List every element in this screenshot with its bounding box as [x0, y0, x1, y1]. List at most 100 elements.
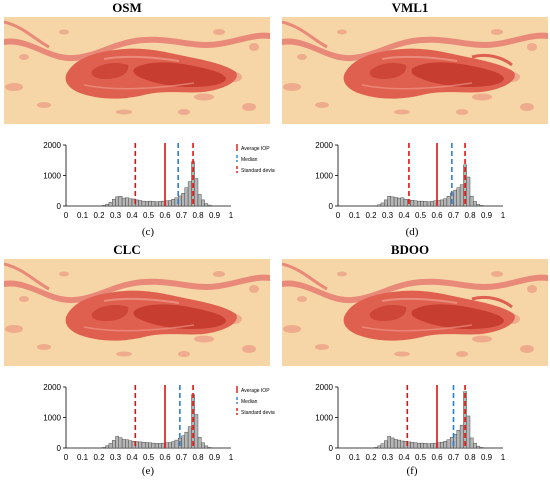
histogram-bar — [403, 199, 408, 207]
histogram-bar — [201, 442, 205, 449]
y-tick-label: 1000 — [315, 172, 333, 181]
x-tick-label: 0 — [64, 211, 69, 220]
map-urban-core — [411, 304, 504, 329]
histogram-bar — [459, 184, 464, 207]
x-tick-label: 1 — [501, 211, 506, 220]
legend-label: Average IOP — [241, 388, 270, 394]
histogram-bar — [144, 442, 149, 449]
histogram-bar — [197, 437, 202, 449]
y-tick-label: 2000 — [315, 383, 333, 392]
histogram-bar — [387, 196, 391, 207]
panel-label-c: (c) — [141, 226, 155, 238]
histogram-bar — [125, 439, 129, 449]
y-tick-label: 1000 — [315, 414, 333, 423]
x-tick-label: 0.9 — [209, 453, 221, 462]
x-tick-label: 0.4 — [126, 211, 138, 220]
map-patch — [337, 29, 347, 35]
x-tick-label: 0.2 — [93, 453, 105, 462]
map-patch — [19, 54, 29, 60]
map-patch — [520, 103, 534, 111]
x-tick-label: 0.7 — [176, 211, 188, 220]
histogram-bar — [151, 442, 156, 449]
histogram-bar — [426, 443, 431, 449]
histogram-bar — [181, 192, 185, 207]
histogram-bar — [440, 199, 444, 207]
histogram-bar — [138, 441, 143, 449]
map-patch — [472, 93, 492, 101]
histogram-bar — [121, 197, 126, 207]
x-tick-label: 0.7 — [448, 211, 460, 220]
histogram-bar — [171, 199, 176, 207]
map-patch — [456, 109, 468, 115]
histogram-bar — [473, 442, 477, 449]
map-patch — [249, 43, 259, 51]
map-urban-core — [411, 62, 504, 87]
x-tick-label: 0.8 — [192, 211, 204, 220]
histogram-bar — [443, 441, 448, 449]
histogram-osm: 0 1000 2000 0 0.1 0.2 0.3 0.4 0.5 0.6 0.7 0.8 0.9 1 Av… — [43, 141, 275, 220]
histogram-bar — [115, 436, 119, 449]
y-tick-label: 0 — [329, 202, 334, 211]
x-tick-label: 0.2 — [93, 211, 105, 220]
panel-title-vml1: VML1 — [391, 0, 429, 15]
histogram-bar — [390, 196, 395, 207]
map-patch — [283, 83, 301, 91]
histogram-bar — [374, 447, 378, 449]
histogram-bar — [410, 200, 415, 207]
histogram-bar — [413, 200, 418, 207]
map-patch — [394, 109, 410, 115]
x-tick-label: 0.3 — [110, 453, 122, 462]
map-patch — [527, 43, 537, 51]
y-tick-label: 1000 — [43, 414, 61, 423]
histogram-bar — [383, 199, 388, 207]
x-tick-label: 0.3 — [382, 453, 394, 462]
histogram-bar — [207, 204, 212, 207]
histogram-bar — [423, 201, 428, 207]
map-patch — [283, 325, 301, 333]
x-tick-label: 0.1 — [77, 211, 89, 220]
y-tick-label: 2000 — [43, 383, 61, 392]
histogram-bar — [453, 189, 457, 207]
histogram-bar — [168, 442, 172, 449]
map-patch — [116, 351, 132, 357]
x-tick-label: 0.8 — [464, 211, 476, 220]
map-patch — [37, 344, 51, 350]
x-tick-label: 0.5 — [415, 453, 427, 462]
y-tick-label: 1000 — [43, 172, 61, 181]
histogram-bar — [420, 200, 424, 207]
histogram-bar — [383, 440, 388, 449]
x-tick-label: 0.7 — [448, 453, 460, 462]
y-tick-label: 2000 — [315, 141, 333, 150]
histogram-bar — [158, 201, 162, 207]
map-patch — [213, 29, 225, 35]
map-patch — [249, 285, 259, 293]
histogram-bar — [115, 196, 119, 207]
map-patch — [472, 335, 492, 343]
map-patch — [178, 109, 190, 115]
x-tick-label: 0.6 — [431, 211, 443, 220]
histogram-bar — [416, 442, 421, 449]
histogram-bar — [102, 205, 106, 207]
histogram-bar — [151, 201, 156, 207]
map-patch — [5, 83, 23, 91]
legend-label: Median — [241, 157, 258, 163]
histogram-bar — [154, 201, 159, 207]
x-tick-label: 0 — [64, 453, 69, 462]
histogram-bar — [476, 203, 481, 207]
histogram-bar — [141, 442, 146, 449]
map-urban-core — [133, 304, 226, 329]
histogram-bar — [466, 176, 471, 207]
histogram-bar — [430, 201, 434, 207]
histogram-bar — [141, 200, 146, 207]
histogram-bdoo: 0 1000 2000 0 0.1 0.2 0.3 0.4 0.5 0.6 0.7 0.8 0.9 1 — [315, 383, 506, 462]
histogram-bar — [105, 203, 110, 207]
histogram-bar — [456, 187, 461, 207]
x-tick-label: 0 — [336, 453, 341, 462]
histogram-bar — [397, 197, 401, 207]
x-tick-label: 0.4 — [398, 453, 410, 462]
legend-label: Standard deviation — [241, 410, 275, 416]
histogram-bar — [111, 440, 116, 449]
histogram-bar — [393, 197, 398, 207]
map-patch — [297, 54, 307, 60]
x-tick-label: 0 — [336, 211, 341, 220]
